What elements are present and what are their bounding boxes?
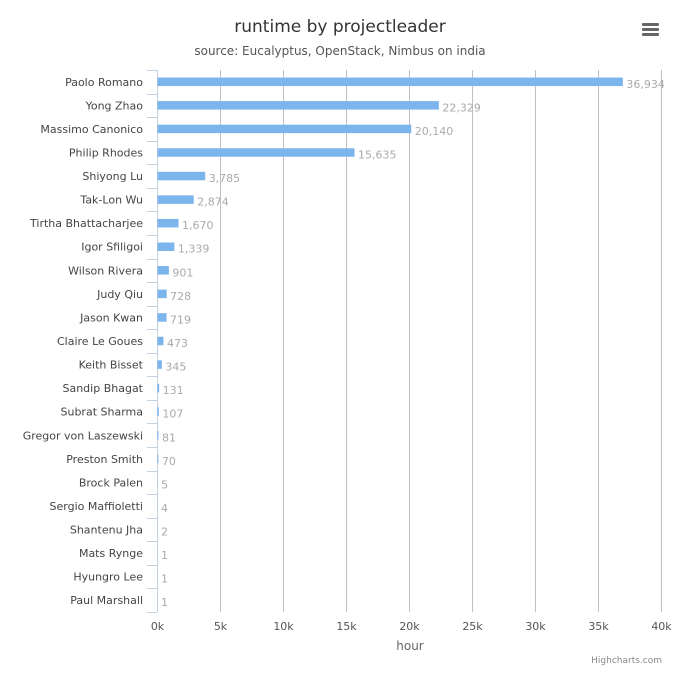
data-label: 70 xyxy=(162,455,176,468)
grid-lines xyxy=(220,70,662,612)
value-tick-label: 35k xyxy=(588,620,609,633)
category-label: Wilson Rivera xyxy=(68,264,143,277)
bar[interactable] xyxy=(157,124,412,134)
value-axis-title: hour xyxy=(396,639,424,653)
category-label: Shiyong Lu xyxy=(82,170,143,183)
data-label: 4 xyxy=(161,502,168,515)
data-label: 2 xyxy=(161,526,168,539)
data-label: 728 xyxy=(170,290,191,303)
data-label: 719 xyxy=(170,313,191,326)
data-label: 131 xyxy=(163,384,184,397)
value-tick-label: 20k xyxy=(399,620,420,633)
bar[interactable] xyxy=(157,218,179,228)
data-label: 1 xyxy=(161,596,168,609)
data-label: 20,140 xyxy=(415,125,454,138)
data-label: 1 xyxy=(161,573,168,586)
category-label: Yong Zhao xyxy=(85,99,144,112)
bar[interactable] xyxy=(157,171,206,181)
bar[interactable] xyxy=(157,195,194,204)
category-label: Brock Palen xyxy=(79,476,143,489)
value-tick-label: 15k xyxy=(336,620,357,633)
chart-title: runtime by projectleader xyxy=(234,17,445,37)
category-label: Paolo Romano xyxy=(65,76,143,89)
data-label: 1,339 xyxy=(178,243,210,256)
data-label: 22,329 xyxy=(442,101,481,114)
data-label: 3,785 xyxy=(209,172,241,185)
value-tick-label: 0k xyxy=(151,620,165,633)
bar[interactable] xyxy=(157,383,160,393)
bar-series xyxy=(157,77,623,605)
bar[interactable] xyxy=(157,313,167,322)
bar[interactable] xyxy=(157,360,162,369)
data-label: 36,934 xyxy=(626,78,665,91)
category-label: Jason Kwan xyxy=(79,311,143,324)
bar[interactable] xyxy=(157,266,169,275)
data-label: 1,670 xyxy=(182,219,214,232)
category-axis: Paolo Romano Yong Zhao Massimo Canonico Phi… xyxy=(23,70,158,613)
data-label: 107 xyxy=(162,408,183,421)
data-label: 2,874 xyxy=(197,196,229,209)
category-label: Igor Sfiligoi xyxy=(81,241,143,254)
category-label: Mats Rynge xyxy=(79,547,143,560)
category-label: Tak-Lon Wu xyxy=(79,194,143,207)
data-label: 81 xyxy=(162,431,176,444)
category-label: Judy Qiu xyxy=(96,288,143,301)
category-label: Sandip Bhagat xyxy=(62,382,143,395)
chart-subtitle: source: Eucalyptus, OpenStack, Nimbus on… xyxy=(194,44,485,58)
value-tick-label: 30k xyxy=(525,620,546,633)
category-label: Paul Marshall xyxy=(70,594,143,607)
value-tick-label: 25k xyxy=(462,620,483,633)
category-label: Keith Bisset xyxy=(79,359,144,372)
bar[interactable] xyxy=(157,148,355,157)
data-label: 345 xyxy=(165,361,186,374)
bar[interactable] xyxy=(157,77,623,87)
bar[interactable] xyxy=(157,336,164,346)
category-label: Tirtha Bhattacharjee xyxy=(29,217,143,230)
data-label: 1 xyxy=(161,549,168,562)
bar[interactable] xyxy=(157,407,159,416)
value-tick-label: 5k xyxy=(214,620,228,633)
data-label: 473 xyxy=(167,337,188,350)
hamburger-menu-icon[interactable] xyxy=(636,16,666,42)
data-label: 901 xyxy=(172,266,193,279)
category-label: Preston Smith xyxy=(66,453,143,466)
data-labels: 36,934 22,329 20,140 15,635 3,785 2,874 1,670 1… xyxy=(161,78,665,609)
value-tick-label: 40k xyxy=(651,620,672,633)
bar[interactable] xyxy=(157,454,159,464)
value-axis-ticks: 0k 5k 10k 15k 20k 25k 30k 35k 40k xyxy=(151,620,672,633)
category-label: Claire Le Goues xyxy=(57,335,143,348)
data-label: 15,635 xyxy=(358,148,397,161)
category-label: Shantenu Jha xyxy=(70,524,143,537)
bar[interactable] xyxy=(157,242,175,251)
bar[interactable] xyxy=(157,101,439,110)
category-label: Massimo Canonico xyxy=(40,123,143,136)
data-label: 5 xyxy=(161,478,168,491)
value-tick-label: 10k xyxy=(273,620,294,633)
category-label: Subrat Sharma xyxy=(61,406,144,419)
category-label: Gregor von Laszewski xyxy=(23,429,143,442)
category-label: Hyungro Lee xyxy=(73,571,143,584)
credits-link[interactable]: Highcharts.com xyxy=(591,656,662,666)
category-label: Sergio Maffioletti xyxy=(50,500,143,513)
bar[interactable] xyxy=(157,289,167,299)
bar[interactable] xyxy=(157,431,159,440)
category-label: Philip Rhodes xyxy=(69,146,143,159)
